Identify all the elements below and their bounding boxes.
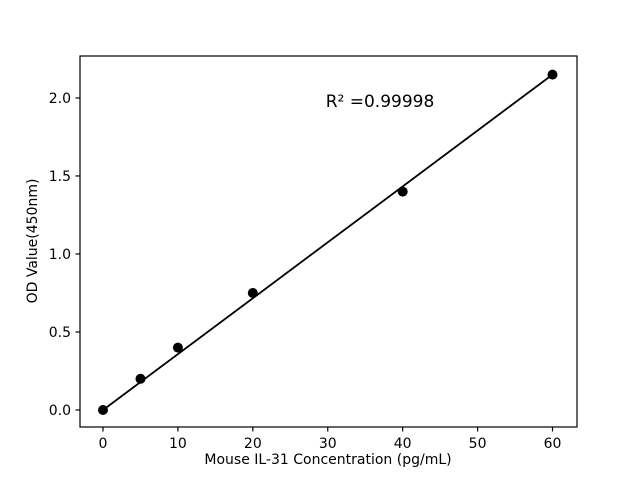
y-tick-label-0.0: 0.0 xyxy=(49,403,71,419)
y-axis-ticks: 0.0 0.5 1.0 1.5 2.0 xyxy=(49,91,80,419)
y-axis-label: OD Value(450nm) xyxy=(25,179,41,304)
data-point xyxy=(397,186,408,197)
data-point xyxy=(98,405,108,415)
x-axis-label: Mouse IL-31 Concentration (pg/mL) xyxy=(204,452,451,468)
x-tick-label-60: 60 xyxy=(544,436,562,452)
data-point xyxy=(172,342,183,353)
data-point xyxy=(135,373,146,384)
x-tick-label-40: 40 xyxy=(394,436,412,452)
fit-line xyxy=(102,73,554,411)
y-tick-label-1.5: 1.5 xyxy=(49,169,71,185)
x-tick-label-50: 50 xyxy=(469,436,487,452)
data-point xyxy=(547,69,558,80)
y-tick-label-0.5: 0.5 xyxy=(49,325,71,341)
x-tick-label-20: 20 xyxy=(244,436,262,452)
x-axis-ticks: 0 10 20 30 40 50 60 xyxy=(99,427,562,452)
r-squared-annotation: R² =0.99998 xyxy=(326,92,435,112)
y-tick-label-2.0: 2.0 xyxy=(49,91,71,107)
x-tick-label-10: 10 xyxy=(169,436,187,452)
x-tick-label-0: 0 xyxy=(99,436,108,452)
data-points xyxy=(98,69,558,415)
data-point xyxy=(247,288,258,298)
y-tick-label-1.0: 1.0 xyxy=(49,247,71,263)
x-tick-label-30: 30 xyxy=(319,436,337,452)
plot-area-border xyxy=(79,55,578,428)
